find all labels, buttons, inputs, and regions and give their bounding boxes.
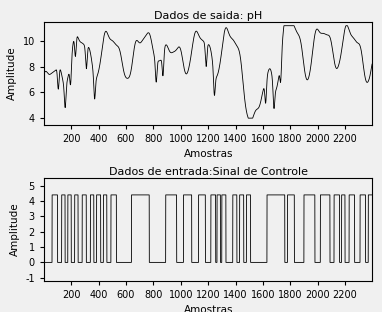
X-axis label: Amostras: Amostras — [183, 149, 233, 159]
X-axis label: Amostras: Amostras — [183, 305, 233, 312]
Y-axis label: Amplitude: Amplitude — [10, 202, 20, 256]
Title: Dados de entrada:Sinal de Controle: Dados de entrada:Sinal de Controle — [109, 167, 308, 177]
Title: Dados de saida: pH: Dados de saida: pH — [154, 11, 262, 21]
Y-axis label: Amplitude: Amplitude — [7, 46, 17, 100]
